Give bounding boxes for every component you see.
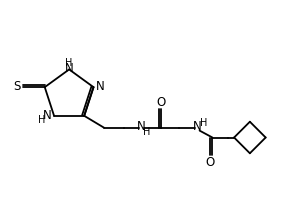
Text: N: N	[65, 62, 74, 75]
Text: H: H	[38, 115, 45, 125]
Text: S: S	[14, 80, 21, 93]
Text: H: H	[142, 127, 150, 137]
Text: H: H	[200, 118, 207, 128]
Text: H: H	[65, 58, 73, 68]
Text: O: O	[206, 156, 215, 169]
Text: N: N	[43, 109, 52, 122]
Text: N: N	[137, 120, 146, 133]
Text: N: N	[193, 120, 202, 133]
Text: O: O	[157, 96, 166, 109]
Text: N: N	[96, 80, 105, 93]
